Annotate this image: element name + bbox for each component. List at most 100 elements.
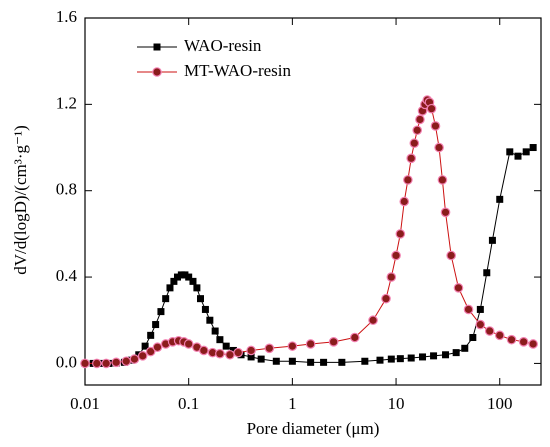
legend-item: MT-WAO-resin [137,61,292,80]
point [111,357,122,368]
point [137,351,148,361]
point [199,345,209,356]
point [452,349,460,357]
point [328,337,339,347]
point [216,336,224,344]
point [177,271,185,279]
point [193,284,201,292]
point [129,354,140,364]
point [101,358,111,369]
plot-frame [84,17,542,386]
point [145,346,156,357]
point [461,344,469,352]
point [463,304,474,315]
point [215,348,225,359]
point [399,196,410,207]
point [170,277,178,285]
point [469,334,477,342]
point [257,355,265,363]
point [189,277,197,285]
point [272,357,280,365]
point [387,355,395,363]
point [349,332,360,343]
point [506,148,514,156]
point [287,341,298,351]
x-tick-label: 0.1 [178,394,199,413]
point [475,319,486,330]
point [528,339,538,349]
point [152,342,163,353]
point [496,195,504,203]
point [430,121,441,131]
point [361,357,369,365]
point [305,339,316,349]
point [152,321,160,329]
point [484,326,495,336]
point [446,250,456,261]
point [185,273,193,281]
point [518,337,529,347]
point [92,358,102,369]
series-line [85,147,534,364]
point [488,236,496,244]
legend-marker [153,43,161,51]
point [522,148,530,156]
y-axis-label: dV/d(logD)/(cm³·g⁻¹) [11,125,30,274]
point [453,283,464,293]
x-tick-label: 0.01 [70,394,100,413]
point [121,356,132,367]
point [529,144,537,152]
legend-marker [152,67,162,77]
point [442,351,450,359]
x-tick-label: 1 [288,394,297,413]
point [157,308,165,316]
y-tick-label: 0.4 [56,266,78,285]
point [246,345,256,356]
point [415,114,425,125]
point [141,342,149,350]
point [80,358,90,369]
point [211,327,219,335]
point [162,295,170,303]
y-tick-label: 1.2 [56,93,77,112]
legend-label: MT-WAO-resin [184,61,292,80]
point [440,207,451,218]
point [307,358,315,366]
point [233,347,243,358]
point [395,229,406,239]
point [506,334,517,345]
point [381,293,391,304]
point [173,273,181,281]
x-tick-label: 100 [487,394,513,413]
y-tick-label: 0.8 [56,180,77,199]
point [229,346,237,354]
point [434,142,444,153]
point [483,269,491,277]
point [288,357,296,365]
point [222,342,230,350]
point [403,175,413,185]
x-axis-label: Pore diameter (μm) [247,419,380,438]
point [196,295,204,303]
point [368,315,378,326]
point [391,250,401,261]
point [166,284,174,292]
point [426,103,437,114]
y-tick-label: 1.6 [56,7,77,26]
point [338,358,346,366]
x-tick-label: 10 [388,394,405,413]
point [419,353,427,361]
point [396,355,404,363]
series [80,95,538,369]
point [430,352,438,360]
point [386,272,397,282]
point [264,343,275,354]
point [225,349,235,360]
point [476,305,484,313]
point [412,125,423,136]
point [201,305,209,313]
point [494,330,505,341]
point [437,175,448,185]
point [183,339,194,349]
